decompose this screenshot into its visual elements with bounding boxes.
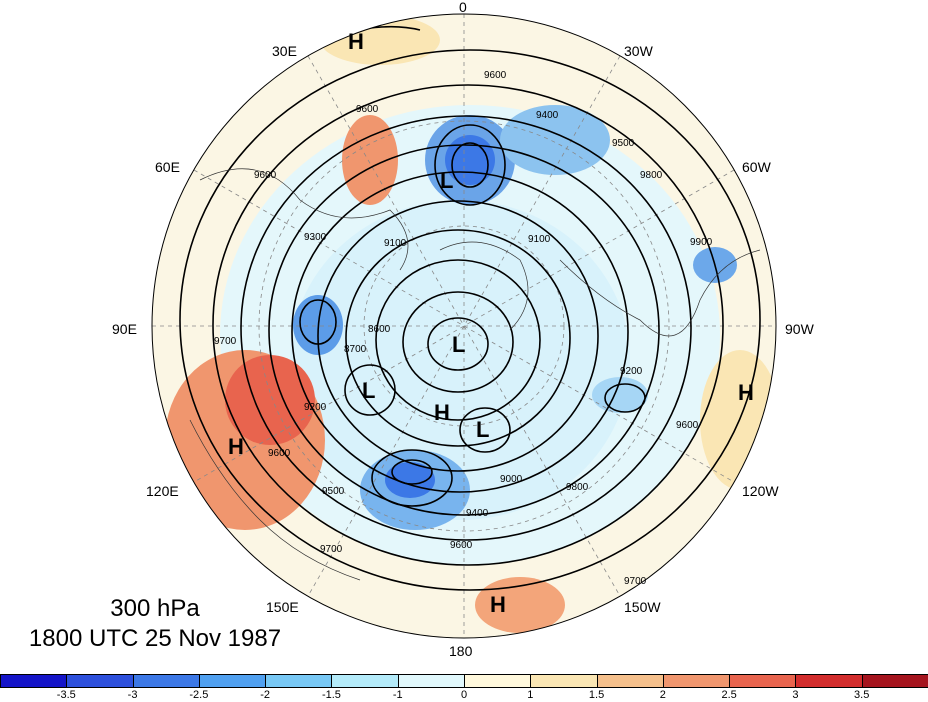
colorbar-tick-label: 1.5 xyxy=(588,689,605,701)
colorbar-segment xyxy=(265,674,333,688)
colorbar-tick-label: 2.5 xyxy=(721,689,737,701)
lon-label-30w: 30W xyxy=(624,43,653,59)
pressure-center-high: H xyxy=(348,29,364,54)
lon-label-150e: 150E xyxy=(266,599,299,615)
colorbar-tick-label: 3 xyxy=(792,689,799,701)
contour-label: 9900 xyxy=(690,237,713,248)
colorbar-tick-label: 0 xyxy=(460,689,468,701)
graticule xyxy=(152,14,776,638)
height-contours xyxy=(179,25,761,591)
contour-label: 9600 xyxy=(268,448,291,459)
pressure-center-low: L xyxy=(452,332,466,357)
colorbar-segment xyxy=(132,674,200,688)
lon-label-120w: 120W xyxy=(742,483,779,499)
contour-label: 9400 xyxy=(536,110,559,121)
colorbar-segment xyxy=(464,674,532,688)
colorbar-tick-label: 1 xyxy=(527,689,534,701)
contour-label: 9600 xyxy=(356,104,379,115)
pressure-center-high: H xyxy=(434,400,450,425)
contour-label: 9600 xyxy=(450,540,473,551)
contour-label: 9400 xyxy=(466,508,489,519)
contour-label: 9300 xyxy=(304,232,327,243)
colorbar-tick-label: -2 xyxy=(260,689,271,701)
colorbar-segment xyxy=(331,674,399,688)
pressure-center-high: H xyxy=(738,380,754,405)
colorbar-segment xyxy=(0,674,68,688)
contour-label: 9200 xyxy=(304,402,327,413)
lon-label-120e: 120E xyxy=(146,483,179,499)
colorbar-segment xyxy=(596,674,664,688)
colorbar-tick-label: -1.5 xyxy=(321,689,341,701)
contour-label: 9600 xyxy=(676,420,699,431)
contour-label: 9000 xyxy=(500,474,523,485)
pressure-center-low: L xyxy=(476,417,490,442)
colorbar-segment xyxy=(861,674,928,688)
colorbar-segment xyxy=(662,674,731,688)
lon-label-90e: 90E xyxy=(112,321,137,337)
contour-label: 9500 xyxy=(612,138,635,149)
contour-label-layer: 9600 9400 9600 9600 9500 9800 9300 9100 … xyxy=(214,70,713,587)
pressure-center-low: L xyxy=(440,168,454,193)
contour-label: 8600 xyxy=(368,324,391,335)
colorbar-tick-label: -1 xyxy=(392,689,403,701)
map-border xyxy=(151,13,777,639)
lon-label-30e: 30E xyxy=(272,43,297,59)
valid-time: 1800 UTC 25 Nov 1987 xyxy=(28,625,282,652)
contour-label: 9600 xyxy=(254,170,277,181)
contour-label: 9700 xyxy=(624,576,647,587)
colorbar-segment xyxy=(198,674,267,688)
lon-label-60w: 60W xyxy=(742,159,771,175)
contour-label: 9600 xyxy=(484,70,507,81)
contour-label: 8700 xyxy=(344,344,367,355)
colorbar-segment xyxy=(397,674,465,688)
colorbar-tick-label: 2 xyxy=(659,689,666,701)
colorbar-tick-label: -3.5 xyxy=(56,689,76,701)
colorbar xyxy=(0,674,928,690)
pressure-center-high: H xyxy=(490,592,506,617)
colorbar-segment xyxy=(795,674,863,688)
contour-label: 9500 xyxy=(322,486,345,497)
lon-label-180: 180 xyxy=(449,643,473,659)
map-title: 300 hPa 1800 UTC 25 Nov 1987 xyxy=(0,594,310,654)
colorbar-segment xyxy=(729,674,797,688)
colorbar-tick-label: 3.5 xyxy=(854,689,870,701)
lon-label-90w: 90W xyxy=(785,321,814,337)
contour-label: 9700 xyxy=(320,544,343,555)
contour-label: 9700 xyxy=(214,336,237,347)
colorbar-segment xyxy=(66,674,134,688)
colorbar-tick-label: -3 xyxy=(127,689,138,701)
colorbar-segment xyxy=(530,674,598,688)
contour-label: 9200 xyxy=(620,366,643,377)
contour-label: 9800 xyxy=(566,482,589,493)
pressure-center-high: H xyxy=(228,434,244,459)
contour-label: 9800 xyxy=(640,170,663,181)
lon-label-0: 0 xyxy=(459,0,467,15)
colorbar-tick-label: -2.5 xyxy=(189,689,209,701)
pressure-center-low: L xyxy=(362,378,376,403)
lon-label-60e: 60E xyxy=(155,159,180,175)
pressure-level: 300 hPa xyxy=(110,595,200,622)
contour-label: 9100 xyxy=(528,234,551,245)
coastlines xyxy=(189,168,761,581)
contour-label: 9100 xyxy=(384,238,407,249)
polar-map: 9600 9400 9600 9600 9500 9800 9300 9100 … xyxy=(151,13,777,639)
lon-label-150w: 150W xyxy=(624,599,661,615)
